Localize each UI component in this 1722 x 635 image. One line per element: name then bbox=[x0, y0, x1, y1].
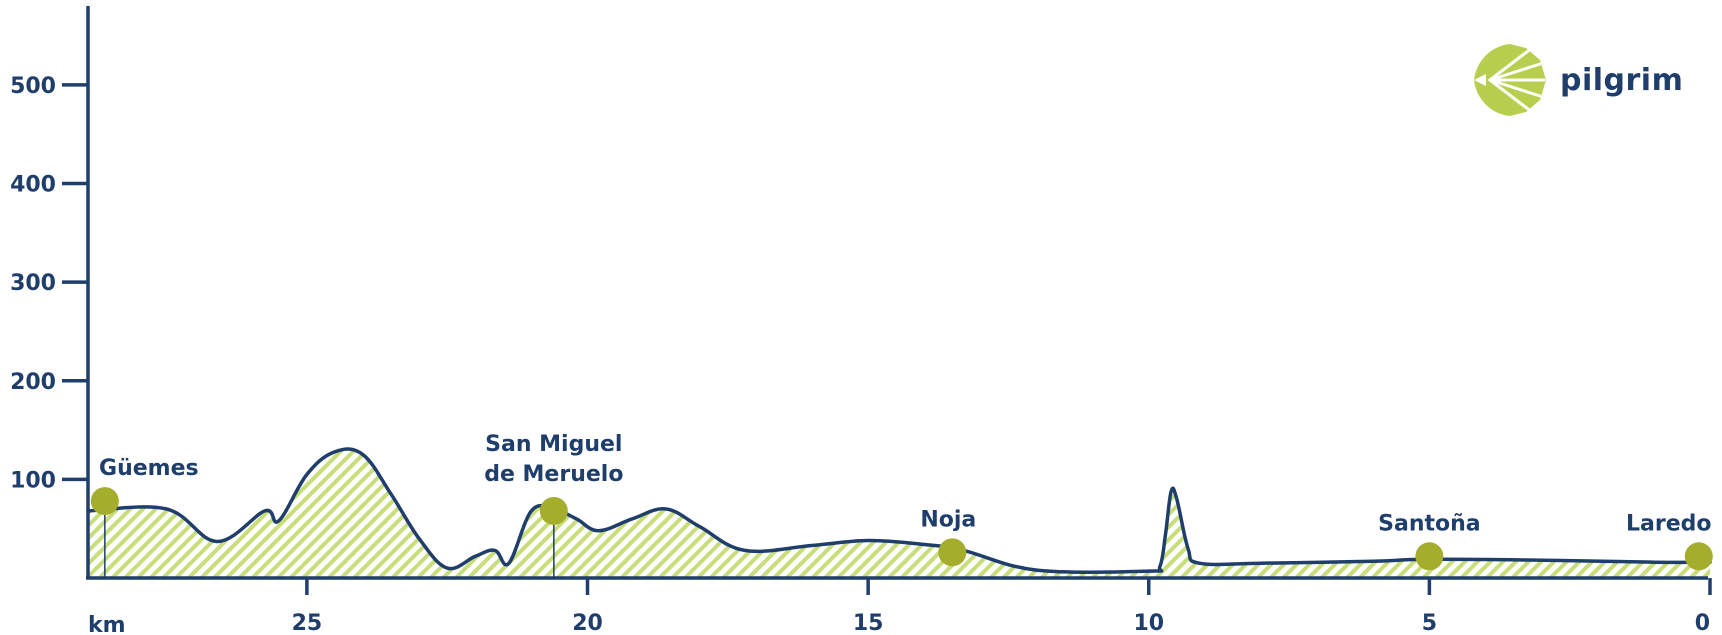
y-tick-label: 500 bbox=[10, 74, 56, 99]
town-label: San Miguel de Meruelo bbox=[484, 432, 623, 487]
y-tick-label: 200 bbox=[10, 370, 56, 395]
town-label: Laredo bbox=[1626, 511, 1712, 536]
x-tick-label: 5 bbox=[1422, 611, 1437, 635]
town-label: Noja bbox=[920, 507, 976, 532]
x-tick-label: 25 bbox=[292, 611, 323, 635]
elevation-area bbox=[88, 449, 1710, 578]
brand-logo: pilgrim bbox=[1470, 40, 1683, 120]
y-tick-label: 300 bbox=[10, 271, 56, 296]
x-tick-label: 10 bbox=[1133, 611, 1164, 635]
elevation-line bbox=[86, 447, 1712, 575]
x-axis-label: km bbox=[88, 613, 126, 635]
axes bbox=[86, 6, 1708, 580]
town-label: Santoña bbox=[1378, 511, 1481, 536]
town-marker bbox=[90, 487, 119, 516]
town-marker bbox=[539, 496, 568, 525]
towns: Güemes San Miguel de Meruelo Noja Santoña Lar… bbox=[90, 432, 1713, 578]
town-marker bbox=[1684, 542, 1713, 571]
x-tick-label: 15 bbox=[853, 611, 884, 635]
x-ticks: 25 20 15 10 5 0 bbox=[292, 578, 1712, 635]
brand-name: pilgrim bbox=[1560, 62, 1684, 98]
x-tick-label: 20 bbox=[572, 611, 603, 635]
y-tick-label: 400 bbox=[10, 173, 56, 198]
x-tick-label: 0 bbox=[1695, 611, 1710, 635]
town-marker bbox=[1415, 542, 1444, 571]
scallop-shell-icon bbox=[1474, 44, 1546, 116]
town-label: Güemes bbox=[99, 456, 199, 481]
y-tick-label: 100 bbox=[10, 468, 56, 493]
town-marker bbox=[938, 538, 967, 567]
y-ticks: 100 200 300 400 500 bbox=[10, 74, 88, 493]
